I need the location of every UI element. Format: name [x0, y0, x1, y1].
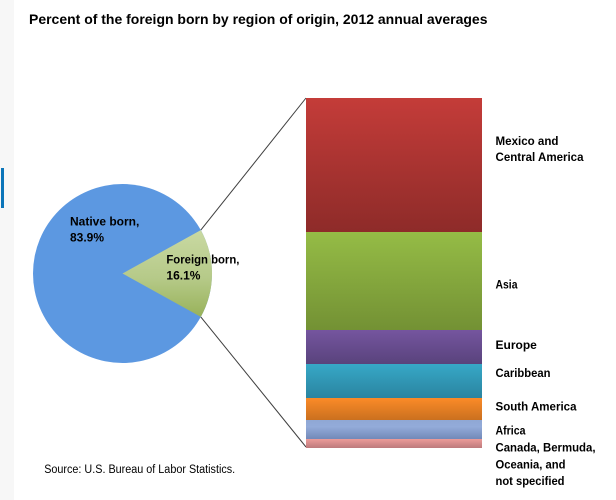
- svg-text:83.9%: 83.9%: [70, 230, 104, 244]
- svg-text:Source: U.S. Bureau of Labor S: Source: U.S. Bureau of Labor Statistics.: [44, 464, 235, 476]
- svg-text:Oceania, and: Oceania, and: [496, 458, 566, 472]
- svg-text:Asia: Asia: [496, 277, 518, 291]
- svg-text:Central America: Central America: [496, 150, 584, 164]
- svg-text:South America: South America: [496, 399, 577, 413]
- svg-text:Native born,: Native born,: [70, 214, 139, 228]
- svg-text:Canada, Bermuda,: Canada, Bermuda,: [496, 441, 596, 455]
- svg-text:Europe: Europe: [496, 338, 538, 352]
- svg-text:16.1%: 16.1%: [166, 268, 200, 282]
- svg-text:Mexico and: Mexico and: [496, 134, 559, 148]
- svg-text:not specified: not specified: [496, 474, 565, 488]
- svg-text:Africa: Africa: [496, 424, 526, 438]
- svg-text:Caribbean: Caribbean: [496, 366, 551, 380]
- svg-text:Foreign born,: Foreign born,: [166, 252, 239, 266]
- svg-text:Percent of the foreign born by: Percent of the foreign born by region of…: [29, 11, 488, 27]
